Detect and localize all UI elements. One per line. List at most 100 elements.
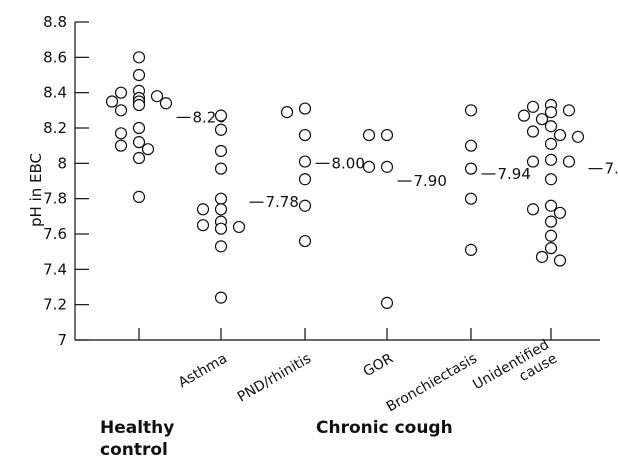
data-point (298, 128, 312, 142)
data-point (298, 234, 312, 248)
data-point (535, 113, 549, 126)
group-label-line: control (100, 440, 168, 460)
data-point (544, 242, 558, 255)
data-point (232, 220, 246, 234)
y-tick-label: 7.8 (43, 190, 67, 208)
data-point (298, 199, 312, 212)
data-point (114, 127, 128, 140)
data-point (214, 144, 228, 158)
data-point (298, 155, 312, 168)
data-point (544, 199, 558, 212)
data-point (114, 139, 128, 152)
data-point (132, 151, 146, 165)
data-point (544, 153, 558, 166)
data-point (517, 109, 531, 122)
chart-axes: 7 7.2 7.4 7.6 7.8 8 8.2 8.4 8.6 8.8 Asthma PND/rhin… (43, 13, 600, 415)
mean-value-label: 8.00 (332, 154, 365, 172)
data-point (214, 222, 228, 235)
data-point (132, 136, 146, 149)
data-point (132, 98, 146, 112)
y-tick-label: 8.4 (43, 84, 67, 102)
mean-value-label: 7.78 (266, 193, 299, 211)
data-point (535, 250, 549, 264)
data-point (464, 139, 478, 152)
data-point (362, 160, 376, 173)
category-label-line: PND/rhinitis (235, 351, 314, 406)
data-point (464, 243, 478, 256)
data-point (298, 173, 312, 186)
data-point (526, 155, 540, 168)
data-point (544, 215, 558, 228)
data-point (562, 104, 576, 117)
group-label-line: Chronic cough (316, 418, 453, 438)
category-label-line: Bronchiectasis (384, 351, 480, 416)
data-point (380, 296, 394, 309)
data-point (362, 128, 376, 142)
data-point (553, 128, 567, 142)
data-point (562, 155, 576, 168)
y-tick-label: 7.2 (43, 296, 67, 314)
category-label: GOR (361, 350, 397, 380)
data-point (214, 291, 228, 304)
chart-marks: 8.267.788.007.907.947.97 (105, 51, 618, 309)
group-label-chronic-cough: Chronic cough (316, 418, 453, 438)
category-label: Asthma (176, 351, 230, 392)
y-tick-label: 7.4 (43, 260, 67, 278)
category-label-line: GOR (361, 350, 397, 380)
y-tick-label: 8.8 (43, 13, 67, 31)
y-tick-label: 7 (57, 331, 67, 349)
data-point (141, 143, 155, 156)
mean-value-label: 7.97 (605, 160, 618, 178)
data-point (280, 105, 294, 119)
data-point (105, 95, 119, 108)
data-point (214, 162, 228, 175)
data-point (380, 160, 394, 173)
y-tick-label: 7.6 (43, 225, 67, 243)
data-point (464, 104, 478, 117)
group-labels: Healthy control Chronic cough (100, 418, 453, 460)
data-point (132, 51, 146, 64)
data-point (464, 162, 478, 175)
data-point (380, 128, 394, 142)
category-label: Unidentifiedcause (470, 337, 560, 407)
data-point (464, 192, 478, 205)
data-point (526, 100, 540, 113)
data-point (553, 206, 567, 219)
category-label: Bronchiectasis (384, 351, 480, 416)
data-point (150, 90, 164, 103)
data-point (544, 173, 558, 186)
data-point (114, 86, 128, 99)
data-point (159, 97, 173, 110)
data-point (196, 203, 210, 216)
y-tick-label: 8 (57, 154, 67, 172)
data-point (214, 123, 228, 136)
data-point (544, 120, 558, 133)
data-point (526, 203, 540, 216)
y-tick-label: 8.2 (43, 119, 67, 137)
data-point (196, 219, 210, 232)
data-point (298, 102, 312, 115)
data-point (214, 109, 228, 122)
y-axis-title: pH in EBC (27, 153, 45, 227)
data-point (544, 229, 558, 242)
y-tick-label: 8.6 (43, 48, 67, 66)
group-label-line: Healthy (100, 418, 174, 438)
data-point (132, 121, 146, 135)
mean-value-label: 7.90 (414, 172, 447, 190)
data-point (571, 130, 585, 143)
data-point (132, 190, 146, 203)
data-point (114, 104, 128, 117)
data-point (544, 137, 558, 150)
category-label-line: Asthma (176, 351, 230, 392)
mean-value-label: 7.94 (498, 165, 531, 183)
category-label: PND/rhinitis (235, 351, 314, 406)
data-point (214, 240, 228, 253)
data-point (132, 68, 146, 82)
data-point (214, 203, 228, 216)
data-point (553, 254, 567, 267)
data-point (526, 125, 540, 138)
data-point (214, 192, 228, 205)
group-label-healthy-control: Healthy control (100, 418, 174, 460)
data-point (544, 105, 558, 119)
